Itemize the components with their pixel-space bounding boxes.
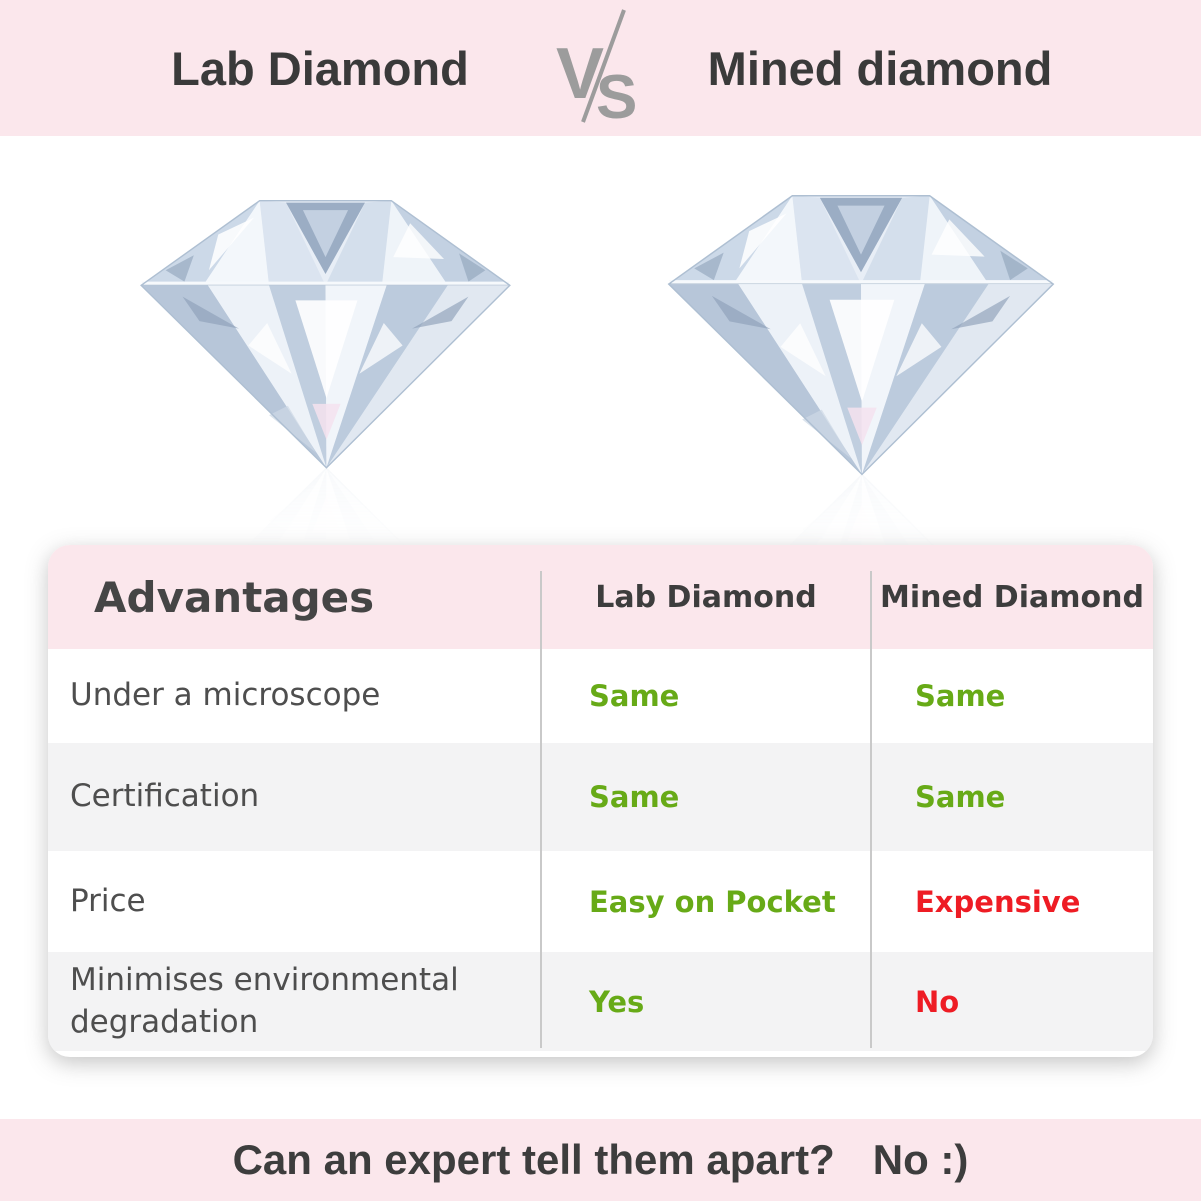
lab-diamond-column-header: Lab Diamond bbox=[595, 579, 817, 615]
lab-value: Same bbox=[589, 780, 680, 814]
lab-value: Same bbox=[589, 679, 680, 713]
footer-band: Can an expert tell them apart? No :) bbox=[0, 1119, 1201, 1201]
vs-icon-graphic: V S bbox=[556, 9, 637, 132]
comparison-table-card: Advantages Lab Diamond Mined Diamond Und… bbox=[48, 545, 1153, 1057]
row-label-certification: Certification bbox=[70, 778, 260, 815]
row-label-microscope: Under a microscope bbox=[70, 677, 381, 714]
table-row: Minimises environmental degradation Yes … bbox=[48, 952, 1153, 1051]
mined-value: Expensive bbox=[915, 884, 1081, 919]
column-divider bbox=[540, 571, 542, 1048]
vs-letter-v: V bbox=[556, 34, 604, 114]
mined-diamond-title: Mined diamond bbox=[707, 41, 1053, 95]
vs-icon: V S bbox=[540, 6, 670, 136]
mined-value: No bbox=[915, 984, 960, 1019]
mined-value: Same bbox=[915, 780, 1006, 814]
lab-diamond-title: Lab Diamond bbox=[171, 41, 469, 95]
table-row: Under a microscope Same Same bbox=[48, 649, 1153, 743]
table-row: Price Easy on Pocket Expensive bbox=[48, 851, 1153, 952]
mined-diamond-column-header: Mined Diamond bbox=[880, 579, 1144, 615]
column-divider bbox=[870, 571, 872, 1048]
footer-answer: No :) bbox=[872, 1136, 969, 1183]
footer-question: Can an expert tell them apart? bbox=[232, 1136, 835, 1183]
mined-value: Same bbox=[915, 679, 1006, 713]
header-band: Lab Diamond V S Mined diamond bbox=[0, 0, 1201, 136]
vs-letter-s: S bbox=[596, 63, 637, 132]
row-label-environment: Minimises environmental degradation bbox=[70, 961, 459, 1040]
table-header-row: Advantages Lab Diamond Mined Diamond bbox=[48, 545, 1153, 649]
vs-slash bbox=[581, 9, 626, 123]
advantages-header: Advantages bbox=[94, 572, 375, 622]
row-label-price: Price bbox=[70, 882, 146, 919]
lab-value: Easy on Pocket bbox=[589, 884, 836, 919]
lab-value: Yes bbox=[589, 984, 645, 1019]
table-row: Certification Same Same bbox=[48, 743, 1153, 851]
